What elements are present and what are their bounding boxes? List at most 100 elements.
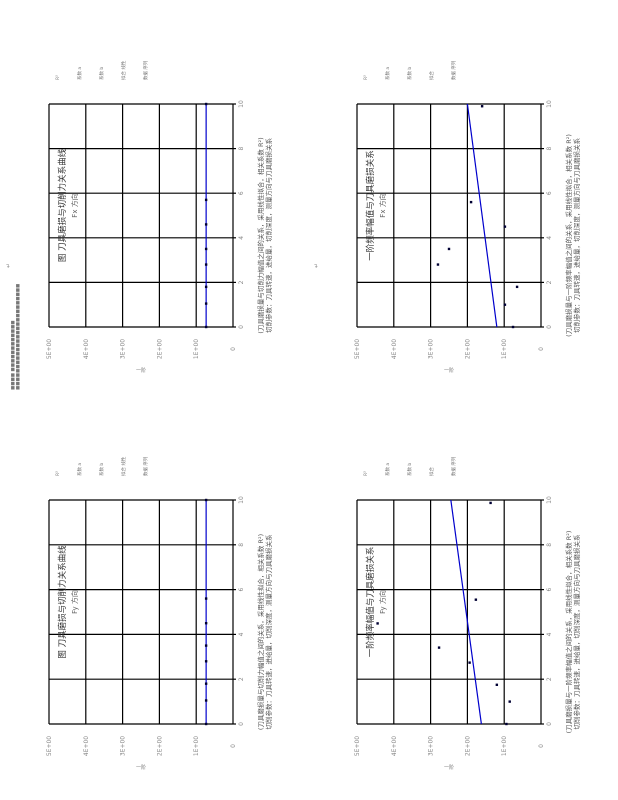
legend-entry: 系数 a: [384, 463, 391, 476]
x-tick-label: 6: [546, 588, 553, 592]
data-point: [505, 722, 508, 726]
x-tick-label: 2: [238, 280, 245, 284]
y-tick-label: 2E+00: [464, 736, 471, 756]
chart-subtitle: Fx 方向: [70, 193, 79, 217]
x-tick-label: 10: [238, 496, 245, 504]
x-tick-label: 6: [238, 588, 245, 592]
data-point: [204, 699, 208, 702]
y-tick-label: 5E+00: [46, 339, 53, 359]
figure-caption-line: 切削参数：刀具转速，进给量，切削深度，测量方向与刀具磨损关系: [264, 534, 273, 730]
data-point: [204, 644, 208, 647]
data-point: [204, 597, 208, 600]
chart-title: 图 刀具磨损与切削力关系曲线: [57, 545, 68, 659]
data-point: [503, 303, 507, 306]
y-tick-label: 1E+00: [501, 736, 508, 756]
data-point: [489, 501, 492, 505]
y-tick-label: 3E+00: [120, 339, 127, 359]
legend-entry: 数据 序列: [142, 60, 149, 80]
data-point: [204, 285, 208, 289]
data-point: [204, 198, 208, 202]
legend-entry: 系数 b: [98, 67, 105, 80]
legend-entry: 拟合: [428, 467, 435, 476]
y-tick-label: 0: [230, 744, 237, 748]
x-tick-label: 4: [546, 236, 553, 240]
legend-entry: 拟合: [428, 71, 435, 80]
y-tick-label: 5E+00: [46, 736, 53, 756]
figure-caption-line: 切削参数：刀具转速，进给量，切削深度，测量方向与刀具磨损关系: [572, 534, 581, 730]
legend-entry: 系数 a: [384, 67, 391, 80]
y-tick-label: 0: [538, 744, 545, 748]
x-tick-label: 0: [546, 325, 553, 329]
y-tick-label: 2E+00: [156, 339, 163, 359]
legend-entry: 拟合 线性: [120, 456, 127, 476]
data-point: [204, 325, 208, 329]
figure-caption-line: 切削参数：刀具转速，进给量，切削深度，测量方向与刀具磨损关系: [264, 138, 273, 334]
chart-subtitle: Fy 方向: [70, 590, 79, 614]
x-tick-label: 0: [238, 722, 245, 726]
x-tick-label: 6: [238, 191, 245, 195]
legend-entry: R²: [55, 75, 61, 80]
figure-caption-line: (刀具磨损量与一阶频率幅值之间的关系，采用线性拟合，相关系数 R²): [564, 531, 573, 734]
data-point: [436, 263, 440, 266]
data-point: [204, 660, 208, 663]
y-tick-label: 4E+00: [83, 339, 90, 359]
data-point: [204, 498, 208, 502]
y-axis-label: 一阶: [444, 764, 454, 771]
data-point: [468, 661, 471, 664]
x-tick-label: 10: [546, 496, 553, 504]
data-point: [204, 247, 208, 251]
y-axis-label: 一阶: [444, 367, 454, 374]
x-tick-label: 2: [546, 280, 553, 284]
y-tick-label: 3E+00: [428, 339, 435, 359]
y-axis-label: 一阶: [136, 367, 146, 374]
legend-entry: 系数 b: [406, 67, 413, 80]
y-tick-label: 1E+00: [193, 339, 200, 359]
chart-1: 5E+00 4E+00 3E+00 2E+00 1E+00 0 0 2 4 6 8 10 图 刀具磨损与…: [46, 60, 273, 374]
chart-title: 一阶频率幅值与刀具磨损关系: [365, 150, 376, 261]
paragraph-marker-top: ↵: [5, 263, 12, 268]
legend-entry: R²: [363, 471, 369, 476]
data-point: [469, 200, 473, 204]
data-point: [376, 622, 379, 625]
chart-title: 图 刀具磨损与切削力关系曲线: [57, 148, 68, 262]
x-tick-label: 4: [546, 632, 553, 636]
y-tick-label: 1E+00: [501, 339, 508, 359]
y-tick-label: 2E+00: [464, 339, 471, 359]
page-header-line1: ■■■■ ■■■■■■■■■■■■: [11, 321, 16, 390]
y-tick-label: 0: [538, 347, 545, 351]
data-point: [204, 302, 208, 305]
data-point: [495, 683, 499, 686]
y-axis-label: 一阶: [136, 764, 146, 771]
x-tick-label: 2: [546, 677, 553, 681]
legend-entry: 数据 序列: [142, 456, 149, 476]
x-tick-label: 8: [238, 543, 245, 547]
figure-caption-line: (刀具磨损量与切削力幅值之间的关系，采用线性拟合，相关系数 R²): [256, 534, 265, 730]
data-point: [480, 105, 484, 108]
chart-2: 5E+00 4E+00 3E+00 2E+00 1E+00 0 0 2 4 6 8 10 一阶频率幅值与…: [354, 60, 581, 374]
y-tick-label: 5E+00: [354, 339, 361, 359]
x-tick-label: 10: [546, 100, 553, 108]
x-tick-label: 8: [238, 147, 245, 151]
legend-entry: 数据 序列: [450, 456, 457, 476]
y-tick-label: 4E+00: [391, 736, 398, 756]
legend-entry: 系数 a: [76, 67, 83, 80]
x-tick-label: 2: [238, 677, 245, 681]
legend-entry: 数据 序列: [450, 60, 457, 80]
y-tick-label: 3E+00: [428, 736, 435, 756]
figure-caption-line: 切削参数：刀具转速，进给量，切削深度，测量方向与刀具磨损关系: [572, 138, 581, 334]
trend-line: [450, 499, 482, 725]
data-point: [204, 682, 208, 685]
data-point: [508, 700, 511, 703]
legend-entry: R²: [55, 471, 61, 476]
legend-entry: 系数 b: [406, 463, 413, 476]
trend-line: [466, 103, 498, 328]
paragraph-marker-bottom: ↵: [313, 263, 320, 268]
chart-subtitle: Fy 方向: [378, 590, 387, 614]
legend-entry: 系数 b: [98, 463, 105, 476]
chart-3: 5E+00 4E+00 3E+00 2E+00 1E+00 0 0 2 4 6 8 10 图 刀具磨损与…: [46, 456, 273, 771]
y-tick-label: 3E+00: [120, 736, 127, 756]
y-tick-label: 0: [230, 347, 237, 351]
y-tick-label: 4E+00: [391, 339, 398, 359]
y-tick-label: 4E+00: [83, 736, 90, 756]
x-tick-label: 8: [546, 543, 553, 547]
